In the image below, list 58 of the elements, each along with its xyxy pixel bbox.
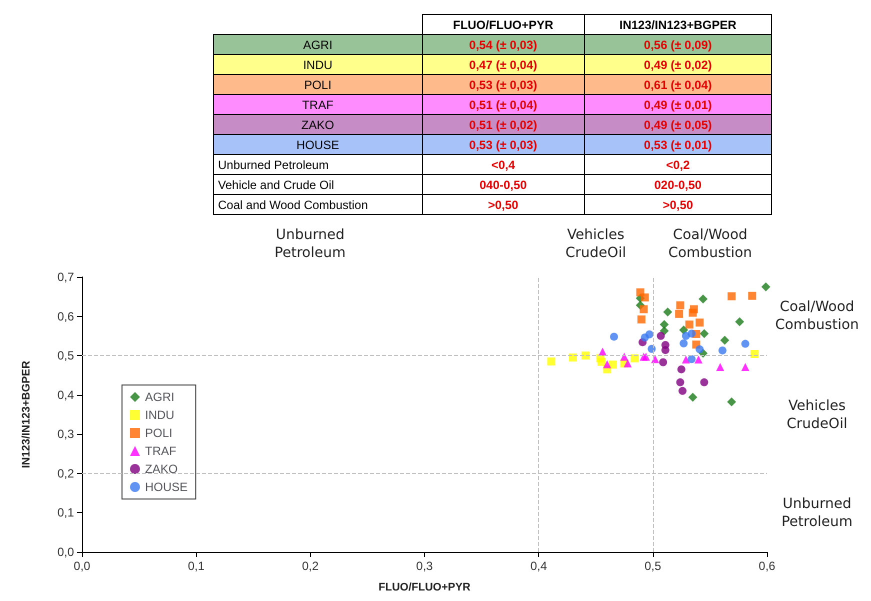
text: Coal/Wood Combustion — [667, 226, 754, 262]
legend-label: TRAF — [145, 444, 176, 458]
text: 0,49 (± 0,05) — [584, 114, 772, 134]
text: Vehicles CrudeOil — [564, 226, 628, 262]
y-axis-title: IN123/IN123+BGPER — [20, 360, 32, 468]
text: 020-0,50 — [584, 174, 772, 194]
text: <0,4 — [422, 154, 584, 174]
text: 0,49 (± 0,01) — [584, 94, 772, 114]
text: INDU — [214, 54, 422, 74]
text: 040-0,50 — [422, 174, 584, 194]
text: POLI — [214, 74, 422, 94]
text: >0,50 — [584, 194, 772, 214]
y-tick-label: 0,7 — [57, 270, 74, 284]
text: FLUO/FLUO+PYR — [422, 14, 584, 34]
x-tick-label: 0,2 — [302, 559, 319, 573]
text: >0,50 — [422, 194, 584, 214]
y-tick-label: 0,4 — [57, 388, 74, 402]
text: 0,53 (± 0,03) — [422, 134, 584, 154]
x-tick-label: 0,6 — [758, 559, 776, 573]
x-tick-label: 0,3 — [416, 559, 434, 573]
x-axis-title: FLUO/FLUO+PYR — [378, 582, 471, 594]
text: 0,53 (± 0,03) — [422, 74, 584, 94]
x-tick-label: 0,5 — [644, 559, 662, 573]
text: ZAKO — [214, 114, 422, 134]
text: Unburned Petroleum — [274, 226, 347, 262]
text: Vehicle and Crude Oil — [214, 174, 422, 194]
x-tick-label: 0,1 — [188, 559, 205, 573]
legend-label: AGRI — [145, 390, 174, 404]
y-tick-label: 0,0 — [57, 545, 74, 559]
legend-label: POLI — [145, 426, 172, 440]
text: Unburned Petroleum — [214, 154, 422, 174]
y-tick-label: 0,5 — [57, 348, 74, 363]
text: 0,51 (± 0,04) — [422, 94, 584, 114]
y-tick-label: 0,2 — [57, 466, 74, 480]
text: IN123/IN123+BGPER — [584, 14, 772, 34]
text: AGRI — [214, 34, 422, 54]
text: 0,53 (± 0,01) — [584, 134, 772, 154]
text: 0,54 (± 0,03) — [422, 34, 584, 54]
text: Vehicles CrudeOil — [786, 396, 848, 432]
legend-label: ZAKO — [145, 462, 178, 476]
text: 0,49 (± 0,02) — [584, 54, 772, 74]
legend-label: INDU — [145, 408, 174, 422]
y-tick-label: 0,1 — [57, 506, 74, 520]
text: HOUSE — [214, 134, 422, 154]
text: Unburned Petroleum — [780, 494, 854, 531]
x-tick-label: 0,4 — [530, 559, 548, 573]
text: 0,51 (± 0,02) — [422, 114, 584, 134]
text: <0,2 — [584, 154, 772, 174]
text: 0,47 (± 0,04) — [422, 54, 584, 74]
y-tick-label: 0,6 — [57, 309, 74, 324]
y-tick-label: 0,3 — [57, 427, 74, 442]
text: TRAF — [214, 94, 422, 114]
text: 0,56 (± 0,09) — [584, 34, 772, 54]
legend-label: HOUSE — [145, 480, 188, 494]
text: Coal and Wood Combustion — [214, 194, 422, 214]
text: Coal/Wood Combustion — [774, 298, 860, 334]
x-tick-label: 0,0 — [74, 559, 91, 573]
text: 0,61 (± 0,04) — [584, 74, 772, 94]
